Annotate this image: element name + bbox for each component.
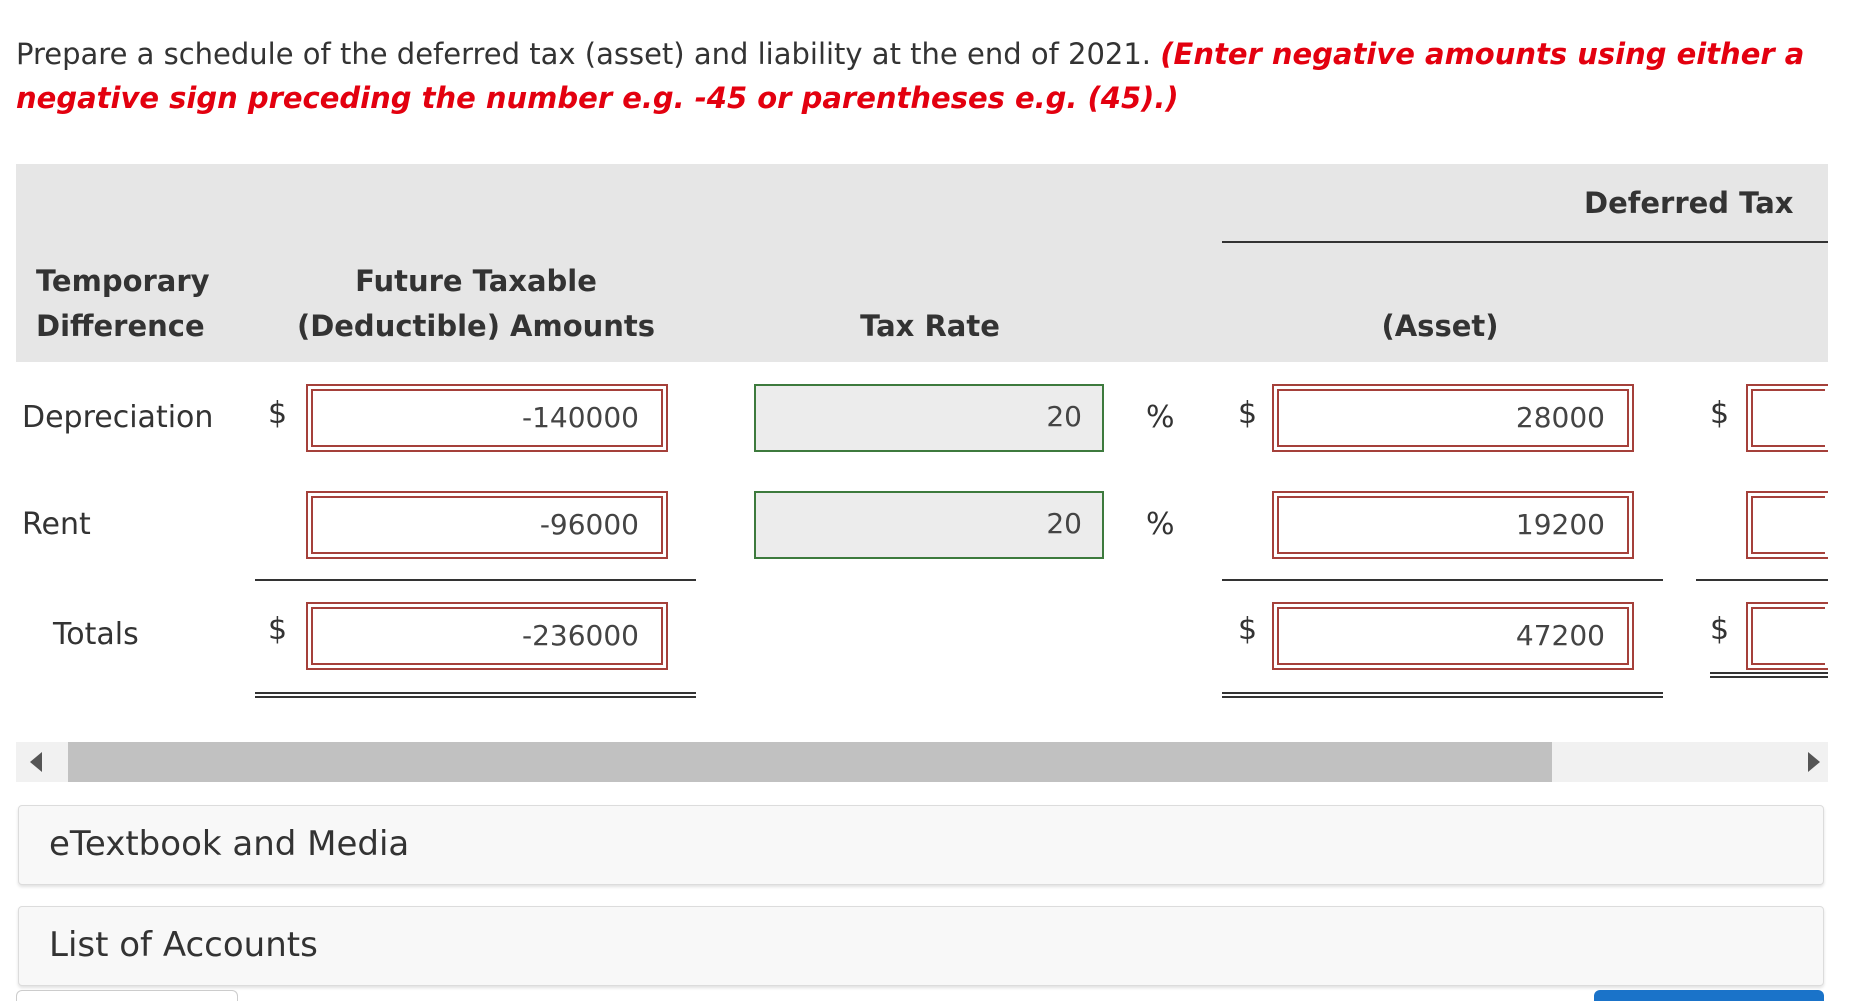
asset-value[interactable]: 47200 [1277,607,1629,665]
tax-rate-field-depreciation: 20 [754,384,1104,452]
list-of-accounts-panel[interactable]: List of Accounts [18,906,1824,986]
currency-symbol: $ [268,612,288,647]
header-tax-rate: Tax Rate [860,309,1000,343]
instructions-note: (Enter negative amounts using either a n… [16,37,1805,115]
header-deferred-tax: Deferred Tax [1584,186,1794,220]
currency-symbol: $ [268,396,288,431]
total-double-rule-asset [1222,692,1663,698]
instructions: Prepare a schedule of the deferred tax (… [16,32,1816,120]
bottom-right-button[interactable] [1594,990,1824,1001]
currency-symbol: $ [1238,612,1258,647]
total-double-rule-liability [1710,672,1828,678]
header-temporary: Temporary [36,264,210,298]
bottom-left-button[interactable] [16,990,238,1001]
row-label-totals: Totals [53,617,139,652]
subtotal-rule-amount [255,579,696,581]
asset-value[interactable]: 28000 [1277,389,1629,447]
liability-value[interactable] [1751,607,1825,665]
etextbook-media-label: eTextbook and Media [49,824,410,864]
percent-sign: % [1146,507,1175,542]
amount-value[interactable]: -96000 [311,496,663,554]
liability-input-totals[interactable] [1746,602,1828,670]
currency-symbol: $ [1710,396,1730,431]
header-deductible-amounts: (Deductible) Amounts [296,309,656,343]
scroll-right-arrow-icon[interactable] [1808,752,1820,772]
scroll-left-arrow-icon[interactable] [30,752,42,772]
liability-value[interactable] [1751,496,1825,554]
instructions-text: Prepare a schedule of the deferred tax (… [16,37,1161,71]
asset-input-rent[interactable]: 19200 [1272,491,1634,559]
amount-input-depreciation[interactable]: -140000 [306,384,668,452]
subtotal-rule-asset [1222,579,1663,581]
amount-input-totals[interactable]: -236000 [306,602,668,670]
header-future-taxable: Future Taxable [355,264,597,298]
header-asset: (Asset) [1381,309,1499,343]
list-of-accounts-label: List of Accounts [49,925,318,965]
scrollbar-thumb[interactable] [68,742,1552,782]
liability-value[interactable] [1751,389,1825,447]
etextbook-media-panel[interactable]: eTextbook and Media [18,805,1824,885]
subtotal-rule-liability [1696,579,1828,581]
percent-sign: % [1146,400,1175,435]
deferred-tax-underline [1222,241,1828,243]
currency-symbol: $ [1710,612,1730,647]
amount-value[interactable]: -236000 [311,607,663,665]
row-label-depreciation: Depreciation [22,400,214,435]
tax-rate-field-rent: 20 [754,491,1104,559]
asset-input-depreciation[interactable]: 28000 [1272,384,1634,452]
amount-value[interactable]: -140000 [311,389,663,447]
row-label-rent: Rent [22,507,91,542]
header-difference: Difference [36,309,205,343]
liability-input-depreciation[interactable] [1746,384,1828,452]
amount-input-rent[interactable]: -96000 [306,491,668,559]
total-double-rule-amount [255,692,696,698]
currency-symbol: $ [1238,396,1258,431]
table-header [16,164,1828,362]
asset-input-totals[interactable]: 47200 [1272,602,1634,670]
liability-input-rent[interactable] [1746,491,1828,559]
asset-value[interactable]: 19200 [1277,496,1629,554]
